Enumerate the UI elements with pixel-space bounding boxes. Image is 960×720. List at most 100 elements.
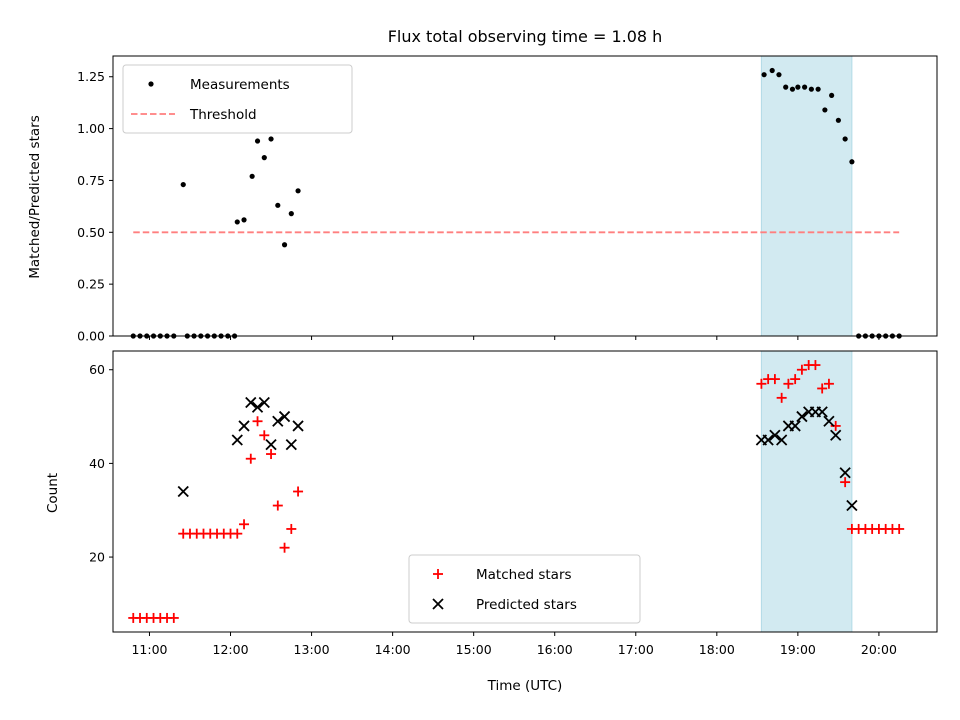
top-shaded-span (760, 55, 853, 337)
predicted-star-point (762, 434, 774, 446)
legend-predicted-label: Predicted stars (476, 597, 577, 613)
measurement-point (295, 188, 301, 194)
predicted-star-point-b (258, 396, 270, 409)
matched-star-point (239, 519, 250, 530)
predicted-star-point (769, 429, 781, 441)
predicted-star-point (238, 420, 250, 432)
predicted-star-point-b (762, 434, 774, 446)
measurement-point (761, 72, 767, 78)
predicted-star-point (776, 434, 788, 446)
bottom-y-tick-label: 20 (89, 550, 105, 565)
measurement-point (180, 181, 186, 188)
matched-star-point (232, 528, 243, 539)
bottom-axes-frame (112, 350, 938, 633)
measurement-point (288, 211, 294, 217)
matched-star-point (769, 374, 780, 385)
bottom-legend-box (408, 554, 641, 624)
predicted-star-point-b (251, 401, 264, 413)
top-y-tick-label: 0.00 (77, 329, 105, 344)
predicted-star-point-b (231, 434, 243, 446)
measurement-point (802, 84, 808, 90)
measurement-point (275, 202, 281, 208)
measurement-point (789, 86, 796, 92)
predicted-star-point-b (769, 429, 781, 441)
predicted-star-point (231, 434, 243, 446)
predicted-star-point-b (839, 467, 851, 479)
predicted-star-point (816, 406, 828, 418)
measurement-point (815, 86, 821, 92)
top-y-tick-label: 1.25 (77, 69, 105, 84)
matched-star-point (776, 392, 787, 403)
x-tick-label: 18:00 (699, 642, 735, 657)
measurement-point (249, 173, 255, 179)
bottom-y-axis-label: Count (45, 473, 61, 513)
matched-star-point (783, 378, 794, 389)
measurement-point (234, 219, 240, 225)
predicted-star-point-b (830, 429, 842, 441)
measurement-point (769, 67, 775, 74)
chart-title: Flux total observing time = 1.08 h (388, 27, 663, 46)
predicted-star-point (272, 415, 284, 427)
bottom-y-tick-label: 40 (89, 456, 105, 471)
predicted-star-point-b (823, 415, 835, 427)
legend-matched-label: Matched stars (476, 567, 572, 583)
x-axis-label: Time (UTC) (487, 678, 563, 694)
predicted-star-point (789, 420, 801, 432)
bottom-y-tick-label: 60 (89, 362, 105, 377)
top-y-tick-label: 0.25 (77, 277, 105, 292)
matched-star-point (279, 542, 290, 553)
measurement-point (268, 136, 274, 142)
measurement-point (849, 159, 855, 165)
predicted-star-point (846, 499, 858, 512)
matched-star-point (245, 453, 256, 464)
matched-star-point (286, 523, 297, 534)
predicted-star-point-b (238, 420, 250, 432)
matched-star-point (796, 364, 807, 375)
legend-matched-marker (433, 569, 443, 579)
x-tick-label: 15:00 (456, 642, 492, 657)
measurement-point (254, 138, 261, 144)
predicted-star-point (796, 410, 808, 423)
legend-threshold-label: Threshold (189, 107, 257, 123)
top-plot: 0.00 0.25 0.50 0.75 1.00 1.25 Measurements Thre… (77, 55, 938, 344)
bottom-legend: Matched stars Predicted stars (408, 554, 641, 624)
predicted-star-point-b (796, 410, 808, 423)
measurement-point (842, 136, 848, 142)
measurement-point (822, 107, 828, 113)
predicted-star-point-b (278, 410, 291, 423)
predicted-star-point (177, 485, 189, 498)
measurement-point (829, 92, 835, 99)
predicted-star-point-b (285, 439, 297, 451)
predicted-star-point-b (776, 434, 788, 446)
measurement-point (783, 84, 789, 90)
measurement-point (808, 86, 814, 92)
matched-star-point (293, 486, 304, 497)
bottom-plot: 20 40 60 11:00 12:00 13:00 14:00 15:00 16:00 17:0… (89, 350, 938, 657)
measurement-point (776, 72, 782, 78)
predicted-star-point (823, 415, 835, 427)
predicted-star-point (830, 429, 842, 441)
matched-star-point (266, 449, 277, 460)
matched-star-point (894, 523, 905, 534)
top-axes-frame (112, 55, 938, 337)
matched-star-point (823, 378, 834, 389)
predicted-star-point (245, 396, 257, 409)
top-y-tick-label: 1.00 (77, 121, 105, 136)
matched-star-point (840, 477, 851, 488)
measurement-point (835, 117, 841, 123)
matched-star-point (259, 430, 270, 441)
x-tick-label: 16:00 (537, 642, 573, 657)
predicted-star-point-b (245, 396, 257, 409)
x-tick-label: 11:00 (131, 642, 167, 657)
matched-star-point (790, 374, 801, 385)
x-tick-label: 12:00 (213, 642, 249, 657)
predicted-star-point-b (816, 406, 828, 418)
matched-star-point (272, 500, 283, 511)
predicted-star-point-b (846, 499, 858, 512)
matched-star-point (810, 360, 821, 371)
predicted-star-point (258, 396, 270, 409)
measurement-point (261, 155, 267, 161)
predicted-star-point (251, 401, 264, 413)
measurement-point (795, 84, 801, 90)
